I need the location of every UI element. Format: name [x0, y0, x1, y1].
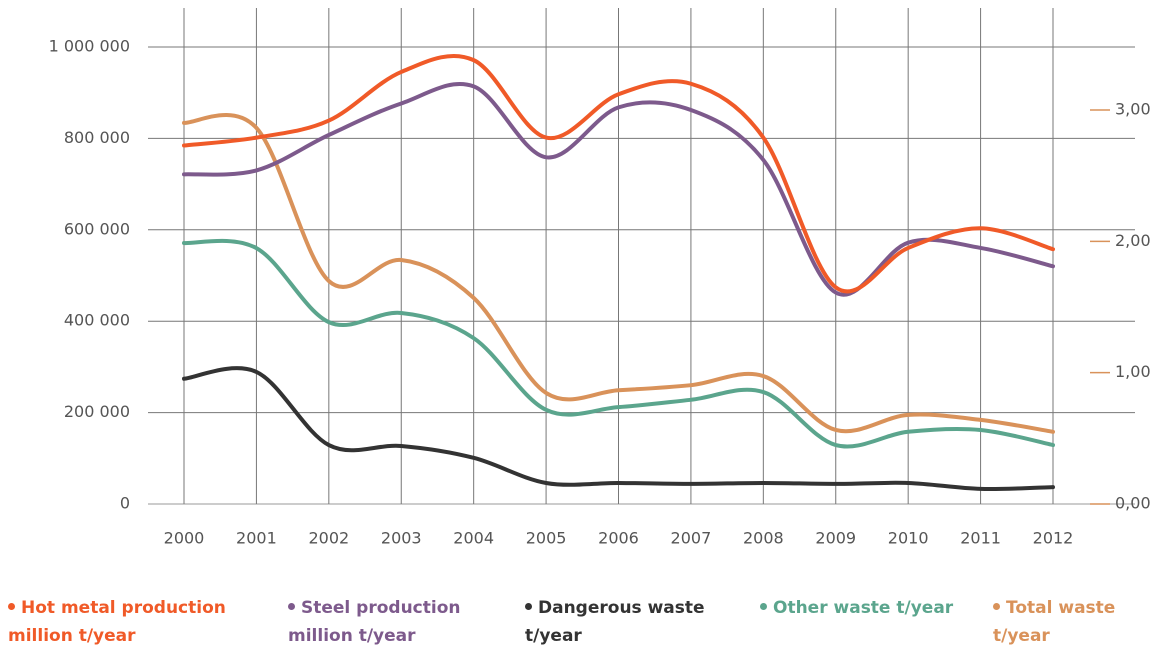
- y2-tick-label: 3,00: [1115, 100, 1151, 119]
- y-tick-label: 1 000 000: [49, 37, 130, 56]
- x-tick-label: 2001: [236, 529, 277, 548]
- x-tick-label: 2006: [598, 529, 639, 548]
- series-line: [182, 54, 1055, 294]
- y-tick-label: 200 000: [64, 402, 130, 421]
- legend-marker: [760, 602, 767, 610]
- legend-item: Hot metal production million t/year: [8, 594, 278, 650]
- legend-marker: [993, 602, 1000, 610]
- x-tick-label: 2005: [526, 529, 567, 548]
- series-line: [182, 238, 1055, 449]
- legend-marker: [8, 602, 15, 610]
- y-tick-label: 600 000: [64, 219, 130, 238]
- series-line: [182, 112, 1055, 434]
- x-tick-label: 2010: [888, 529, 929, 548]
- x-tick-label: 2011: [960, 529, 1001, 548]
- legend-label: Hot metal production million t/year: [8, 598, 226, 646]
- legend-label: Other waste t/year: [773, 598, 954, 618]
- legend-label: Steel production million t/year: [288, 598, 461, 646]
- x-tick-label: 2012: [1033, 529, 1074, 548]
- x-tick-label: 2003: [381, 529, 422, 548]
- legend-item: Total waste t/year: [993, 594, 1163, 650]
- x-tick-label: 2009: [815, 529, 856, 548]
- series-line: [182, 366, 1055, 492]
- legend-item: Other waste t/year: [760, 594, 960, 622]
- legend-item: Dangerous waste t/year: [525, 594, 725, 650]
- legend-marker: [288, 602, 295, 610]
- x-tick-label: 2002: [308, 529, 349, 548]
- x-tick-label: 2008: [743, 529, 784, 548]
- y2-tick-label: 0,00: [1115, 494, 1151, 513]
- legend-item: Steel production million t/year: [288, 594, 518, 650]
- legend-marker: [525, 602, 532, 610]
- y-tick-label: 0: [120, 494, 130, 513]
- y-tick-label: 400 000: [64, 311, 130, 330]
- legend-label: Dangerous waste t/year: [525, 598, 705, 646]
- y2-tick-label: 1,00: [1115, 362, 1151, 381]
- x-tick-label: 2000: [164, 529, 205, 548]
- x-tick-label: 2007: [671, 529, 712, 548]
- x-tick-label: 2004: [453, 529, 494, 548]
- chart: 0 200 000 400 000 600 000 800 000 1 000 000 20…: [49, 8, 1151, 548]
- series-line: [182, 81, 1055, 297]
- y2-tick-label: 2,00: [1115, 231, 1151, 250]
- y-tick-label: 800 000: [64, 128, 130, 147]
- legend-label: Total waste t/year: [993, 598, 1116, 646]
